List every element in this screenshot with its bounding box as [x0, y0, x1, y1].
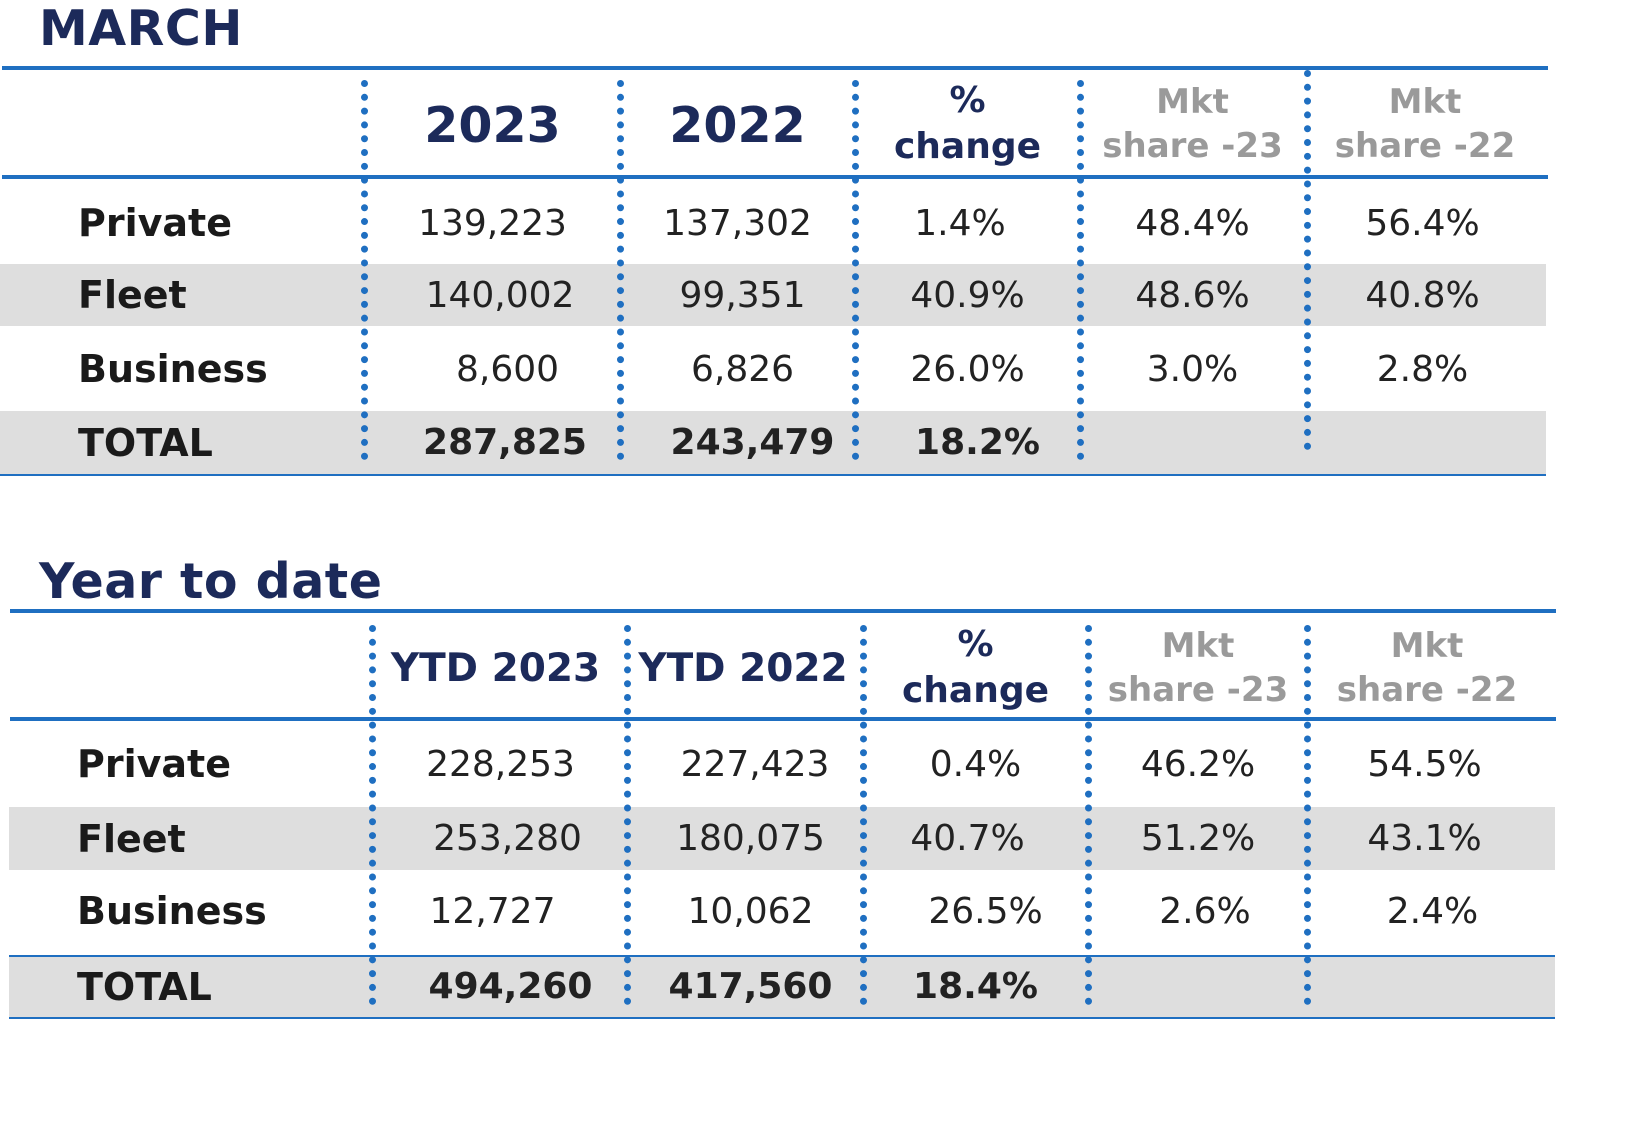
ytd-header-mkt-share-22: Mkt share -22: [1312, 622, 1542, 714]
march-col-separator: [1304, 70, 1311, 450]
row-label-private: Private: [78, 201, 232, 245]
mkt-word: Mkt: [1390, 626, 1464, 666]
ytd-col-separator: [860, 625, 867, 1005]
ytd-top-rule: [10, 609, 1556, 613]
pct-symbol: %: [957, 624, 994, 665]
march-business-2023: 8,600: [455, 348, 560, 390]
march-private-mkt23: 48.4%: [1135, 202, 1250, 244]
march-header-2022: 2022: [669, 96, 806, 154]
ytd-total-pct: 18.4%: [913, 966, 1038, 1007]
ytd-business-mkt23: 2.6%: [1159, 890, 1251, 932]
change-word: change: [901, 670, 1050, 711]
row-label-business: Business: [78, 347, 268, 391]
ytd-bottom-rule: [9, 1017, 1555, 1019]
march-fleet-pct: 40.9%: [910, 274, 1025, 316]
ytd-total-top-rule: [9, 955, 1555, 957]
ytd-private-mkt22: 54.5%: [1367, 743, 1482, 785]
march-business-pct: 26.0%: [910, 348, 1025, 390]
march-header-mkt-share-23: Mkt share -23: [1085, 78, 1300, 170]
march-private-mkt22: 56.4%: [1365, 202, 1480, 244]
ytd-header-2023: YTD 2023: [390, 646, 601, 691]
march-business-2022: 6,826: [690, 348, 795, 390]
ytd-fleet-2022: 180,075: [676, 818, 825, 859]
pct-symbol: %: [949, 80, 986, 121]
march-header-2023: 2023: [424, 96, 561, 154]
mkt-word: Mkt: [1388, 82, 1462, 122]
row-label-fleet: Fleet: [77, 816, 186, 861]
ytd-header-pct-change: % change: [868, 620, 1083, 716]
march-fleet-2022: 99,351: [679, 274, 806, 316]
ytd-total-2022: 417,560: [668, 966, 833, 1007]
mkt-word: Mkt: [1156, 82, 1229, 122]
ytd-fleet-2023: 253,280: [433, 818, 582, 859]
ytd-business-2022: 10,062: [687, 890, 814, 932]
march-business-mkt22: 2.8%: [1376, 348, 1469, 390]
change-word: change: [893, 126, 1042, 167]
march-total-2022: 243,479: [670, 422, 835, 463]
ytd-total-2023: 494,260: [428, 966, 593, 1007]
ytd-private-2022: 227,423: [680, 743, 830, 785]
share-label: share -22: [1336, 670, 1518, 710]
march-fleet-shade: [0, 264, 1546, 326]
share-label: share -23: [1102, 126, 1283, 166]
ytd-business-pct: 26.5%: [928, 890, 1043, 932]
ytd-fleet-pct: 40.7%: [910, 818, 1025, 859]
row-label-total: TOTAL: [77, 964, 212, 1009]
march-fleet-2023: 140,002: [425, 274, 575, 316]
ytd-fleet-mkt22: 43.1%: [1367, 818, 1482, 859]
mkt-word: Mkt: [1161, 626, 1235, 666]
row-label-fleet: Fleet: [78, 273, 187, 317]
ytd-header-rule: [10, 717, 1556, 721]
ytd-fleet-shade: [9, 807, 1555, 870]
ytd-fleet-mkt23: 51.2%: [1140, 818, 1256, 859]
march-total-2023: 287,825: [423, 422, 587, 463]
march-private-pct: 1.4%: [914, 202, 1006, 244]
march-col-separator: [1077, 80, 1084, 460]
ytd-col-separator: [1304, 625, 1311, 1005]
ytd-business-mkt22: 2.4%: [1386, 890, 1479, 932]
march-total-pct: 18.2%: [915, 422, 1040, 463]
share-label: share -23: [1107, 670, 1289, 710]
march-title: MARCH: [39, 0, 243, 57]
march-top-rule: [2, 66, 1548, 70]
ytd-col-separator: [369, 625, 376, 1005]
ytd-total-shade: [9, 955, 1555, 1018]
row-label-total: TOTAL: [78, 420, 213, 465]
ytd-business-2023: 12,727: [429, 890, 556, 932]
ytd-private-2023: 228,253: [426, 743, 575, 785]
march-total-shade: [0, 411, 1546, 474]
row-label-business: Business: [77, 889, 267, 933]
march-header-pct-change: % change: [860, 76, 1075, 172]
march-private-2022: 137,302: [663, 202, 812, 244]
march-col-separator: [852, 80, 859, 460]
march-header-mkt-share-22: Mkt share -22: [1310, 78, 1540, 170]
march-fleet-mkt23: 48.6%: [1135, 274, 1250, 316]
ytd-private-mkt23: 46.2%: [1140, 743, 1256, 785]
ytd-title: Year to date: [39, 553, 383, 610]
ytd-header-mkt-share-23: Mkt share -23: [1093, 622, 1303, 714]
row-label-private: Private: [77, 742, 231, 786]
ytd-header-2022: YTD 2022: [638, 646, 848, 691]
march-col-separator: [361, 80, 368, 460]
march-private-2023: 139,223: [418, 202, 567, 244]
ytd-private-pct: 0.4%: [929, 743, 1022, 785]
march-fleet-mkt22: 40.8%: [1365, 274, 1480, 316]
march-bottom-rule: [0, 474, 1546, 476]
ytd-col-separator: [1085, 625, 1092, 1005]
share-label: share -22: [1334, 126, 1516, 166]
march-business-mkt23: 3.0%: [1146, 348, 1239, 390]
march-col-separator: [617, 80, 624, 460]
march-header-rule: [2, 175, 1548, 179]
ytd-col-separator: [624, 625, 631, 1005]
